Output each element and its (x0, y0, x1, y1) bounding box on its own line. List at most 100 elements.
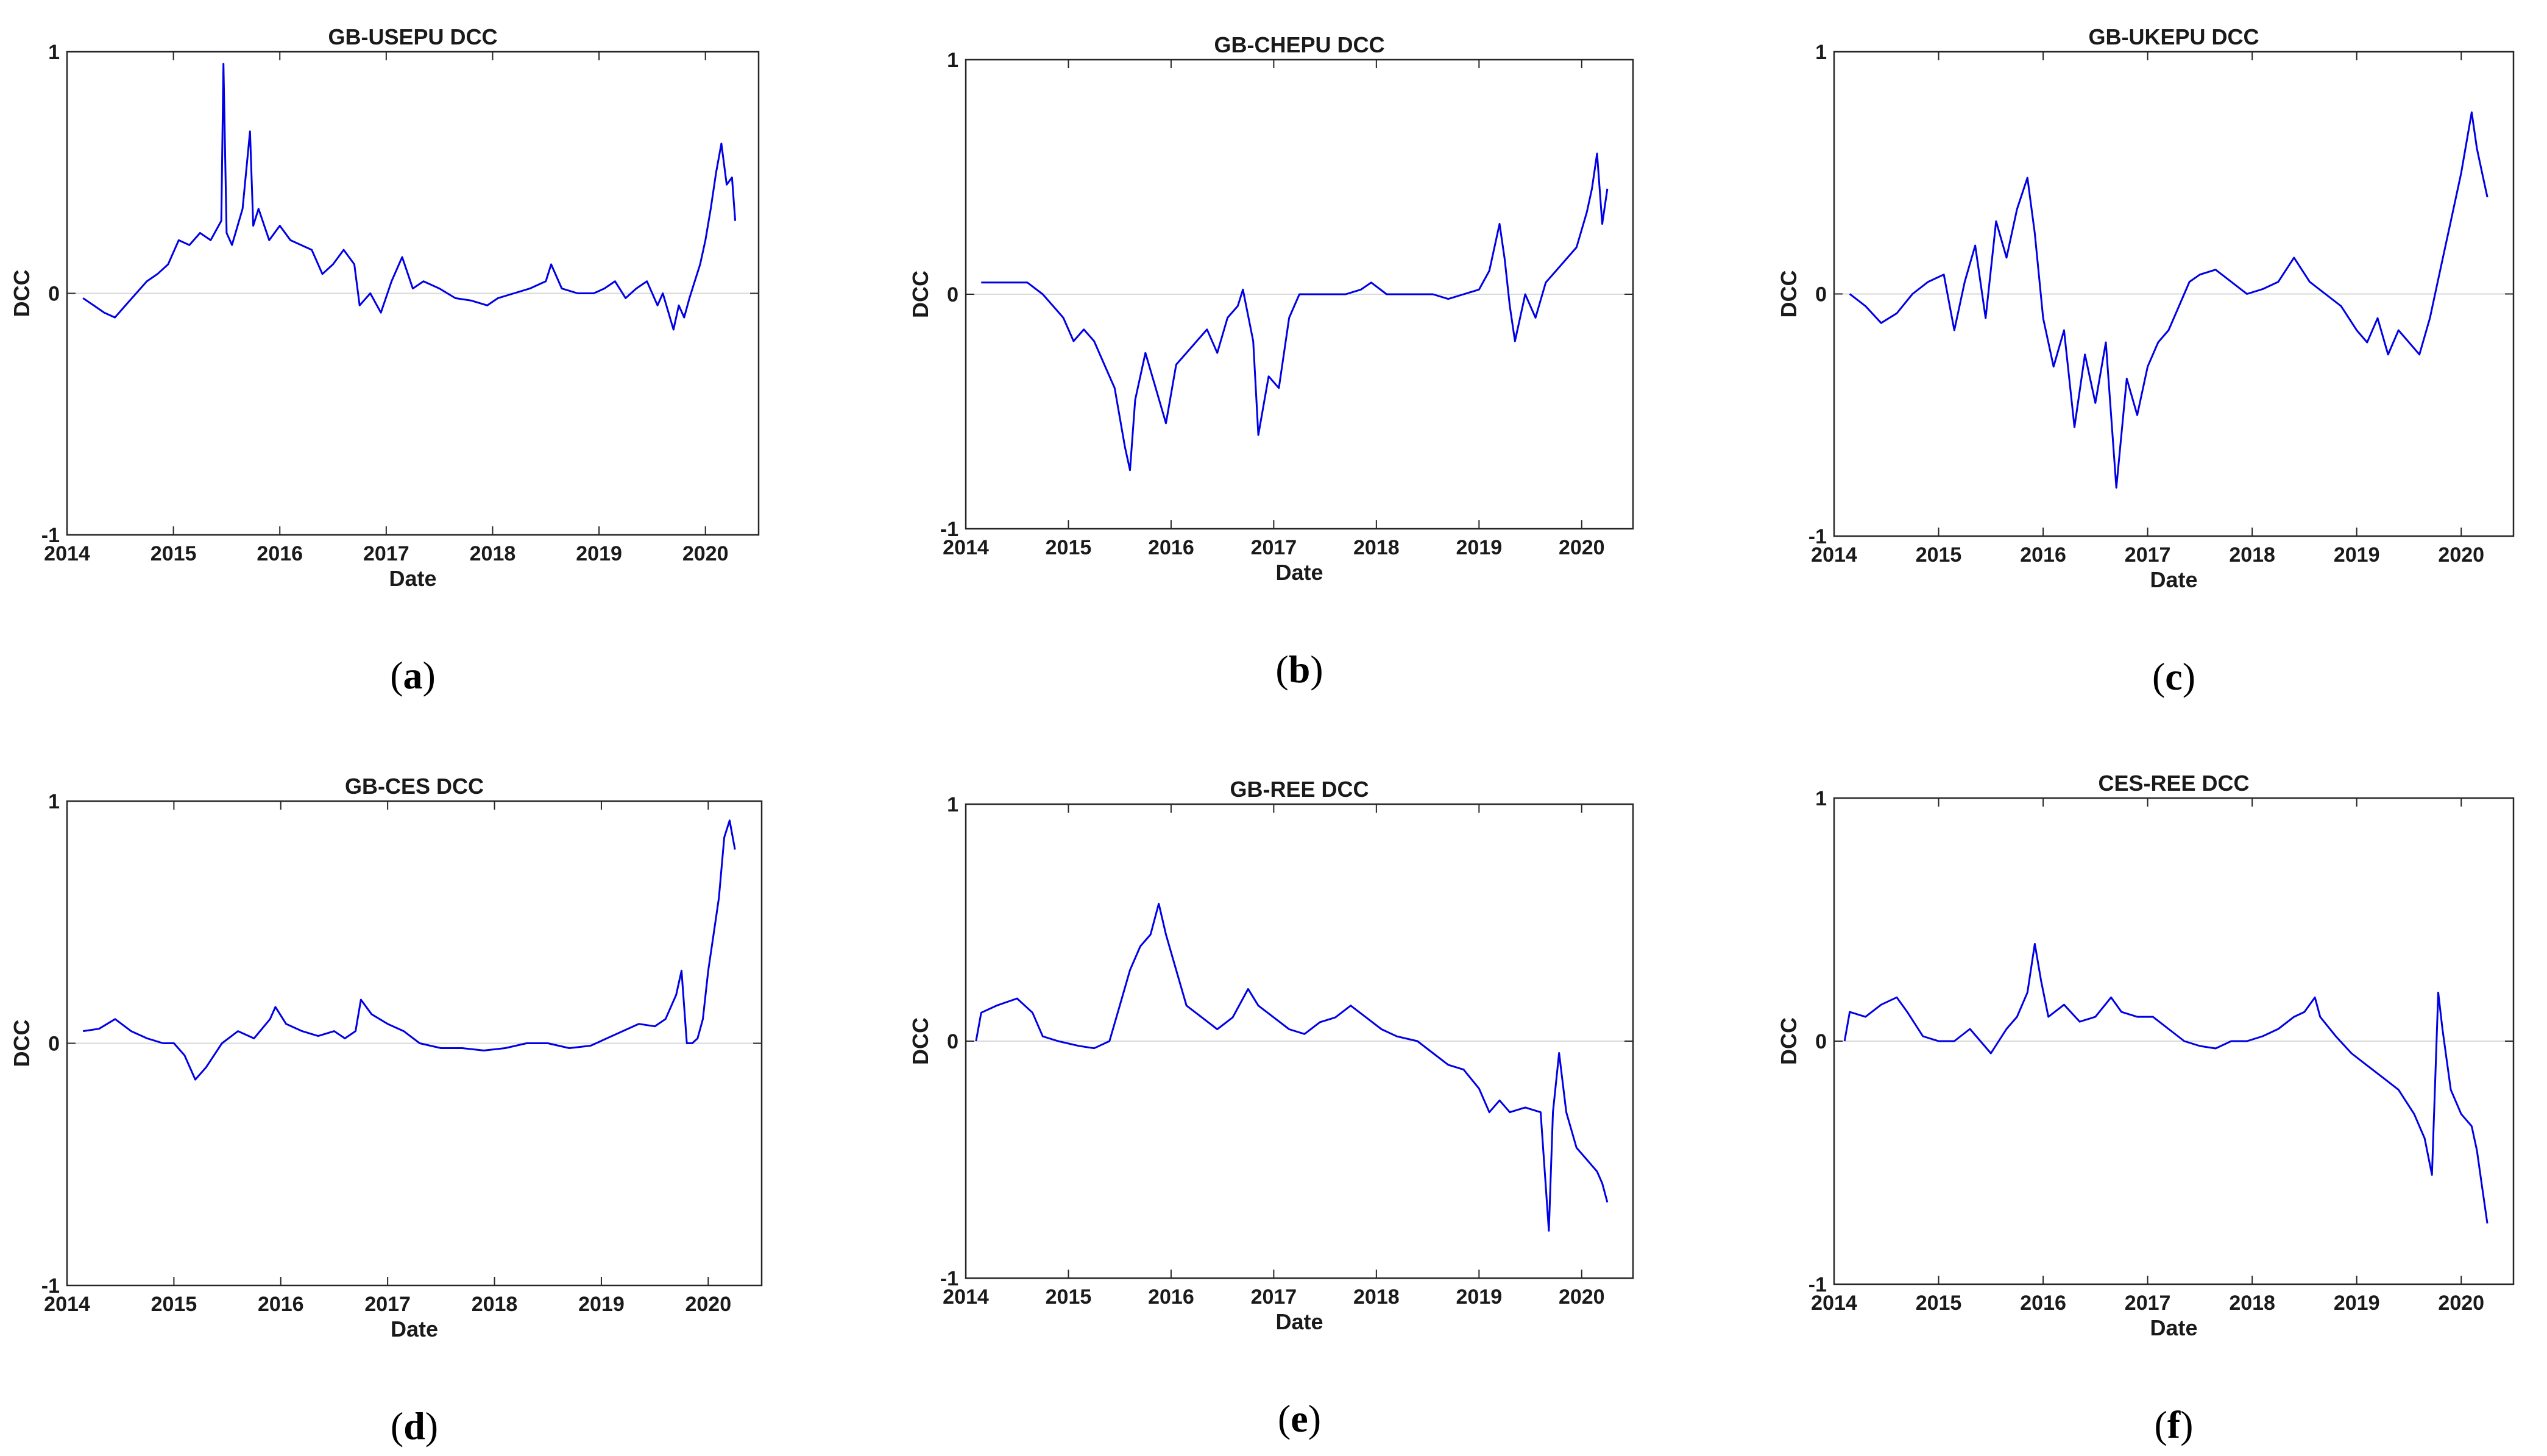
x-tick-label: 2014 (44, 542, 90, 565)
dcc-series-line (82, 63, 737, 331)
x-tick-label: 2019 (578, 1293, 625, 1316)
x-tick-label: 2015 (1046, 536, 1092, 559)
x-tick-label: 2016 (1148, 1285, 1194, 1309)
x-tick-label: 2020 (685, 1293, 731, 1316)
y-tick-label: -1 (41, 524, 60, 547)
y-tick-label: 1 (48, 41, 60, 64)
x-tick-label: 2017 (2125, 543, 2171, 567)
subfigure-caption: (c) (2152, 655, 2195, 698)
x-tick-label: 2014 (1811, 543, 1857, 567)
dcc-series-line (83, 819, 736, 1081)
caption-letter: c (2165, 655, 2182, 698)
x-tick-label: 2015 (1046, 1285, 1092, 1309)
x-tick-label: 2014 (44, 1293, 90, 1316)
x-tick-label: 2019 (1456, 536, 1502, 559)
chart-title: CES-REE DCC (2098, 771, 2249, 796)
chart-panel: 2014 2015 2016 2017 2018 2019 2020 -1 0 1 GB-UKEPU… (1776, 24, 2515, 698)
x-tick-label: 2019 (2334, 543, 2380, 567)
caption-open-paren: ( (391, 1404, 403, 1447)
y-tick-label: 0 (48, 1033, 60, 1056)
x-tick-label: 2015 (151, 542, 197, 565)
y-tick-label: 1 (947, 793, 958, 816)
x-axis-label: Date (1275, 1309, 1323, 1334)
dcc-series-line (975, 902, 1609, 1232)
x-axis-label: Date (2150, 1315, 2197, 1340)
y-tick-label: -1 (940, 518, 958, 541)
caption-open-paren: ( (1278, 1397, 1291, 1440)
x-tick-label: 2018 (470, 542, 516, 565)
x-tick-label: 2017 (364, 1293, 411, 1316)
chart-title: GB-CHEPU DCC (1214, 32, 1384, 57)
caption-close-paren: ) (1308, 1397, 1321, 1440)
x-tick-label: 2014 (1811, 1292, 1857, 1315)
x-tick-label: 2015 (151, 1293, 197, 1316)
x-tick-label: 2020 (682, 542, 729, 565)
y-tick-label: 1 (1815, 41, 1827, 64)
y-tick-label: 0 (1815, 283, 1827, 306)
y-tick-label: -1 (1808, 525, 1827, 548)
subfigure-caption: (f) (2155, 1403, 2194, 1446)
x-tick-label: 2017 (1251, 536, 1297, 559)
y-tick-label: 1 (1815, 787, 1827, 810)
chart-title: GB-UKEPU DCC (2088, 24, 2259, 49)
y-axis-label: DCC (9, 270, 34, 317)
caption-close-paren: ) (423, 654, 436, 697)
x-tick-label: 2016 (258, 1293, 304, 1316)
caption-close-paren: ) (2183, 655, 2195, 698)
subfigure-caption: (a) (390, 654, 436, 697)
chart-title: GB-USEPU DCC (328, 24, 497, 49)
chart-title: GB-REE DCC (1230, 777, 1369, 802)
y-tick-label: 0 (947, 1030, 958, 1053)
x-tick-label: 2017 (363, 542, 409, 565)
y-axis-label: DCC (908, 1017, 933, 1065)
x-tick-label: 2018 (472, 1293, 518, 1316)
x-tick-label: 2020 (1559, 1285, 1605, 1309)
x-tick-label: 2019 (2334, 1292, 2380, 1315)
y-tick-label: -1 (1808, 1273, 1827, 1296)
chart-panel: 2014 2015 2016 2017 2018 2019 2020 -1 0 1 GB-CES D… (9, 774, 763, 1447)
dcc-series-line (1843, 942, 2489, 1224)
subfigure-caption: (e) (1278, 1397, 1321, 1440)
chart-panels: 2014 2015 2016 2017 2018 2019 2020 -1 0 1 GB-USEPU… (9, 24, 2515, 1447)
caption-open-paren: ( (1275, 648, 1288, 691)
y-tick-label: 1 (48, 790, 60, 813)
x-tick-label: 2018 (2229, 1292, 2275, 1315)
x-tick-label: 2018 (2229, 543, 2275, 567)
x-tick-label: 2020 (2438, 543, 2484, 567)
caption-close-paren: ) (425, 1404, 438, 1447)
dcc-series-line (981, 152, 1609, 472)
y-tick-label: -1 (41, 1274, 60, 1298)
y-tick-label: 0 (947, 283, 958, 306)
subfigure-caption: (b) (1275, 648, 1323, 691)
chart-panel: 2014 2015 2016 2017 2018 2019 2020 -1 0 1 GB-CHEPU… (908, 32, 1634, 691)
caption-close-paren: ) (2180, 1403, 2193, 1446)
x-tick-label: 2016 (2020, 543, 2066, 567)
x-tick-label: 2019 (576, 542, 622, 565)
x-tick-label: 2018 (1353, 1285, 1400, 1309)
chart-panel: 2014 2015 2016 2017 2018 2019 2020 -1 0 1 CES-REE … (1776, 771, 2515, 1446)
x-axis-label: Date (1275, 560, 1323, 585)
chart-panel: 2014 2015 2016 2017 2018 2019 2020 -1 0 1 GB-REE D… (908, 777, 1634, 1440)
dcc-series-line (1849, 111, 2489, 489)
x-tick-label: 2014 (943, 536, 989, 559)
x-axis-label: Date (389, 566, 436, 591)
caption-open-paren: ( (2155, 1403, 2167, 1446)
y-axis-label: DCC (9, 1020, 34, 1067)
y-tick-label: 0 (1815, 1030, 1827, 1053)
caption-close-paren: ) (1310, 648, 1323, 691)
x-tick-label: 2017 (2125, 1292, 2171, 1315)
caption-letter: e (1291, 1397, 1308, 1440)
x-tick-label: 2020 (2438, 1292, 2484, 1315)
caption-letter: f (2167, 1403, 2181, 1446)
caption-letter: d (403, 1404, 425, 1447)
y-axis-label: DCC (1776, 1017, 1801, 1065)
x-tick-label: 2019 (1456, 1285, 1502, 1309)
caption-open-paren: ( (390, 654, 403, 697)
x-tick-label: 2015 (1916, 543, 1962, 567)
x-tick-label: 2016 (1148, 536, 1194, 559)
caption-letter: b (1289, 648, 1311, 691)
x-axis-label: Date (2150, 567, 2197, 592)
x-tick-label: 2016 (257, 542, 303, 565)
x-tick-label: 2018 (1353, 536, 1400, 559)
